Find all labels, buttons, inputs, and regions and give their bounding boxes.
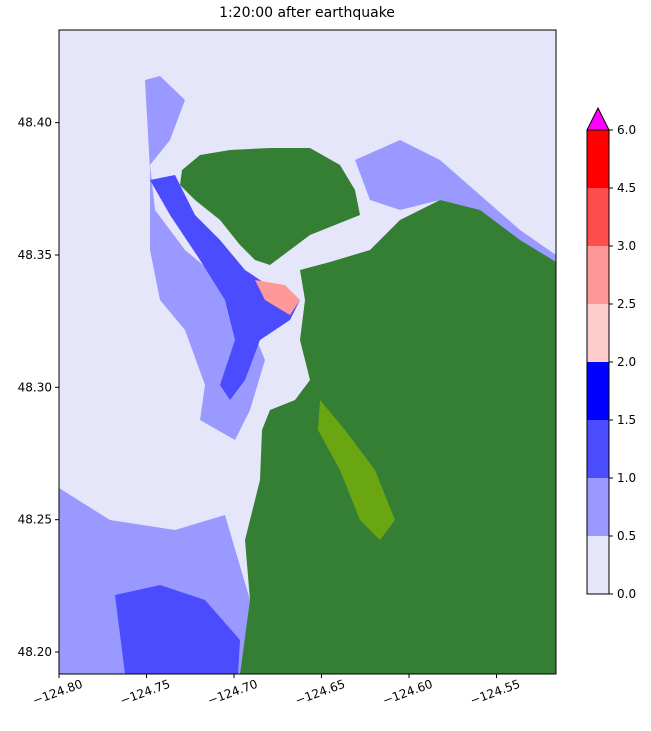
y-tick-label: 48.40 (18, 116, 52, 130)
colorbar-tick-label: 6.0 (617, 123, 636, 137)
colorbar-extend (586, 106, 610, 131)
y-tick-label: 48.30 (18, 380, 52, 394)
colorbar-bin (587, 304, 609, 362)
colorbar-tick-label: 0.0 (617, 587, 636, 601)
wave-zone (150, 175, 300, 400)
colorbar-bin (587, 478, 609, 536)
map-area (59, 30, 556, 674)
wave-zone (255, 280, 300, 315)
land (318, 400, 395, 540)
land (180, 148, 360, 265)
x-tick-label: −124.70 (206, 677, 260, 708)
colorbar-bin (587, 246, 609, 304)
colorbar-tick-label: 1.5 (617, 413, 636, 427)
colorbar-bin (587, 188, 609, 246)
colorbar-bin (587, 130, 609, 188)
y-tick-label: 48.35 (18, 248, 52, 262)
x-tick-label: −124.75 (118, 677, 172, 708)
x-tick-label: −124.55 (468, 677, 522, 708)
chart-title: 1:20:00 after earthquake (219, 5, 395, 21)
colorbar-tick-label: 3.0 (617, 239, 636, 253)
colorbar-bin (587, 362, 609, 420)
colorbar-tick-label: 2.5 (617, 297, 636, 311)
colorbar-tick-label: 1.0 (617, 471, 636, 485)
plot-frame (58, 29, 557, 675)
land (240, 200, 556, 674)
colorbar-bin (587, 420, 609, 478)
x-tick-label: −124.80 (31, 677, 85, 708)
colorbar-tick-label: 4.5 (617, 181, 636, 195)
y-tick-label: 48.20 (18, 645, 52, 659)
y-tick-label: 48.25 (18, 513, 52, 527)
wave-zone (115, 585, 240, 674)
colorbar-bin (587, 536, 609, 594)
x-tick-label: −124.65 (293, 677, 347, 708)
colorbar-tick-label: 2.0 (617, 355, 636, 369)
x-tick-label: −124.60 (381, 677, 435, 708)
colorbar-tick-label: 0.5 (617, 529, 636, 543)
